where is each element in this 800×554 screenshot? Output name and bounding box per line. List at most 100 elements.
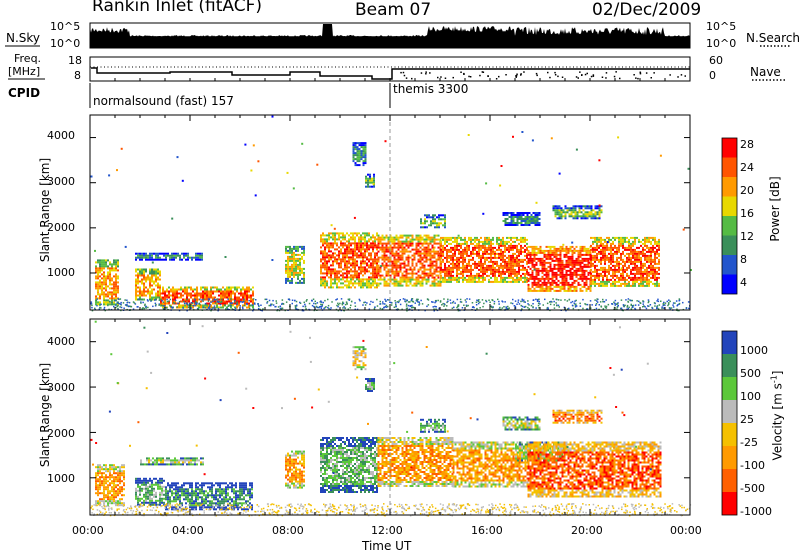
echo-cell: [376, 238, 378, 241]
echo-cell: [99, 269, 101, 272]
echo-cell: [543, 255, 546, 258]
echo-cell: [446, 238, 448, 241]
echo-cell: [575, 273, 578, 276]
echo-cell: [340, 262, 342, 265]
echo-cell: [456, 280, 458, 283]
echo-cell: [437, 274, 440, 277]
echo-cell: [409, 282, 412, 285]
ground-scatter-cell: [648, 300, 650, 303]
echo-cell: [289, 269, 291, 272]
echo-cell: [452, 248, 454, 251]
echo-cell: [356, 242, 358, 245]
echo-cell: [579, 275, 582, 278]
echo-cell: [377, 242, 380, 245]
echo-cell: [512, 268, 514, 271]
echo-cell: [470, 278, 472, 281]
echo-cell: [320, 236, 322, 239]
echo-cell: [364, 272, 366, 275]
echo-cell: [466, 248, 468, 251]
echo-cell: [360, 266, 362, 269]
echo-cell: [364, 148, 367, 151]
echo-cell: [512, 272, 514, 275]
echo-cell: [575, 259, 578, 262]
echo-cell: [486, 274, 488, 277]
echo-cell: [539, 283, 542, 286]
echo-cell: [425, 258, 428, 261]
echo-cell: [147, 254, 149, 257]
echo-cell: [295, 271, 297, 274]
echo-cell: [170, 290, 172, 293]
ground-scatter-cell: [99, 304, 101, 306]
echo-cell: [301, 277, 303, 280]
echo-cell: [285, 269, 287, 272]
ground-scatter-cell: [90, 303, 92, 305]
echo-cell: [614, 280, 616, 283]
echo-cell: [560, 215, 563, 218]
echo-cell: [368, 276, 370, 279]
echo-cell: [393, 240, 396, 243]
echo-cell: [606, 276, 608, 279]
ground-scatter-cell: [677, 304, 679, 306]
echo-cell: [97, 277, 99, 280]
echo-cell: [178, 296, 180, 299]
echo-cell: [377, 246, 380, 249]
echo-cell: [334, 256, 336, 259]
echo-cell: [442, 224, 444, 227]
echo-cell: [348, 272, 350, 275]
ground-scatter-cell: [356, 308, 359, 311]
echo-cell: [397, 236, 400, 239]
echo-cell: [362, 258, 364, 261]
echo-cell: [429, 270, 432, 273]
echo-cell: [399, 268, 402, 271]
echo-cell: [571, 285, 574, 288]
echo-cell: [634, 276, 636, 279]
echo-cell: [301, 245, 303, 248]
echo-cell: [528, 220, 531, 222]
echo-cell: [502, 250, 504, 253]
echo-cell: [186, 300, 188, 303]
echo-cell: [417, 250, 420, 253]
nave-point: [584, 73, 587, 76]
echo-cell: [592, 282, 594, 285]
echo-cell: [196, 296, 198, 299]
echo-cell: [334, 260, 336, 263]
echo-cell: [510, 264, 512, 267]
echo-cell: [590, 280, 592, 283]
echo-cell: [297, 257, 299, 260]
echo-cell: [430, 216, 432, 219]
echo-cell: [600, 282, 602, 285]
echo-cell: [405, 272, 408, 275]
echo-cell: [346, 280, 348, 283]
echo-cell: [520, 236, 522, 239]
echo-cell: [448, 238, 450, 241]
echo-cell: [579, 253, 582, 256]
ground-scatter-cell: [209, 305, 211, 307]
echo-cell: [159, 270, 161, 273]
echo-cell: [598, 240, 600, 243]
echo-cell: [494, 256, 496, 259]
ground-scatter-cell: [674, 302, 676, 304]
echo-cell: [423, 268, 426, 271]
echo-cell: [405, 270, 408, 273]
echo-cell: [346, 262, 348, 265]
echo-cell: [139, 280, 141, 283]
echo-cell: [387, 270, 390, 273]
echo-cell: [419, 246, 422, 249]
echo-cell: [526, 256, 528, 259]
echo-cell: [432, 214, 434, 217]
ground-scatter-cell: [384, 306, 387, 308]
echo-cell: [492, 270, 494, 273]
echo-cell: [650, 272, 652, 275]
echo-cell: [585, 277, 588, 280]
echo-cell: [476, 272, 478, 275]
echo-cell: [374, 282, 376, 285]
echo-cell: [640, 266, 642, 269]
echo-cell: [285, 247, 287, 250]
echo-cell: [563, 263, 566, 266]
echo-cell: [379, 278, 382, 281]
echo-cell: [367, 173, 369, 176]
echo-cell: [385, 248, 388, 251]
ground-scatter-cell: [260, 304, 262, 306]
echo-cell: [437, 254, 440, 257]
echo-cell: [555, 289, 558, 292]
